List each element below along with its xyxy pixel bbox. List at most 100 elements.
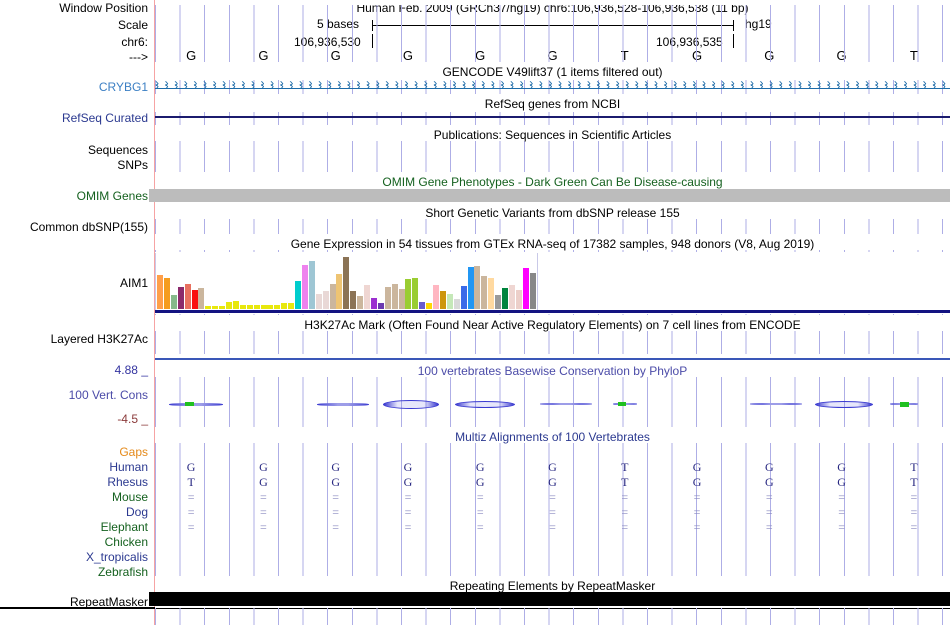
multiz-base-rhesus: T bbox=[187, 475, 195, 489]
gtex-bar[interactable] bbox=[495, 294, 502, 309]
gtex-bar[interactable] bbox=[433, 284, 440, 309]
grid-mask bbox=[155, 94, 950, 112]
gtex-bar[interactable] bbox=[274, 304, 281, 309]
gtex-bar[interactable] bbox=[219, 305, 226, 309]
multiz-base-human: G bbox=[837, 460, 846, 474]
label-species-elephant: Elephant bbox=[100, 520, 148, 534]
gtex-bar[interactable] bbox=[246, 304, 253, 309]
gtex-bar[interactable] bbox=[253, 304, 260, 309]
multiz-base-human: T bbox=[621, 460, 629, 474]
gtex-bar[interactable] bbox=[419, 302, 426, 309]
label-dbsnp: Common dbSNP(155) bbox=[29, 220, 148, 234]
gtex-baseline bbox=[155, 310, 950, 313]
gtex-bar[interactable] bbox=[163, 278, 170, 309]
gtex-bar[interactable] bbox=[288, 303, 295, 309]
gtex-bar[interactable] bbox=[239, 304, 246, 309]
gtex-bar[interactable] bbox=[453, 299, 460, 309]
title-h3k27ac: H3K27Ac Mark (Often Found Near Active Re… bbox=[304, 318, 801, 332]
gtex-bar[interactable] bbox=[481, 275, 488, 309]
conservation-peak bbox=[169, 402, 223, 406]
gtex-bar[interactable] bbox=[322, 291, 329, 309]
label-species-x_tropicalis: X_tropicalis bbox=[85, 550, 148, 564]
gtex-bar[interactable] bbox=[529, 272, 536, 309]
gtex-bar[interactable] bbox=[391, 283, 398, 309]
multiz-gap-mark: = bbox=[549, 520, 556, 534]
gtex-bar[interactable] bbox=[177, 286, 184, 309]
title-conservation: 100 vertebrates Basewise Conservation by… bbox=[417, 364, 688, 378]
gtex-bar[interactable] bbox=[426, 303, 433, 309]
conservation-peak-lens bbox=[383, 399, 439, 409]
gtex-bar[interactable] bbox=[295, 281, 302, 309]
gtex-bar[interactable] bbox=[488, 278, 495, 309]
gtex-bar[interactable] bbox=[343, 257, 350, 309]
gtex-bar[interactable] bbox=[515, 290, 522, 309]
gtex-bar[interactable] bbox=[170, 294, 177, 309]
multiz-gap-mark: = bbox=[910, 520, 918, 534]
grid-mask bbox=[155, 576, 950, 592]
gtex-bar[interactable] bbox=[467, 266, 474, 309]
gtex-bar[interactable] bbox=[384, 286, 391, 309]
gtex-bar[interactable] bbox=[508, 284, 515, 309]
title-refseq: RefSeq genes from NCBI bbox=[484, 97, 621, 111]
gtex-bar[interactable] bbox=[184, 283, 191, 309]
gtex-bar[interactable] bbox=[308, 261, 315, 309]
label-h3k27ac: Layered H3K27Ac bbox=[50, 332, 148, 346]
gtex-bar[interactable] bbox=[198, 287, 205, 309]
grid-mask bbox=[155, 125, 950, 141]
gene-line bbox=[155, 88, 950, 89]
repeatmasker-block[interactable] bbox=[155, 592, 950, 606]
gtex-bar[interactable] bbox=[398, 289, 405, 309]
gtex-bar[interactable] bbox=[522, 268, 529, 309]
omim-gene-block[interactable] bbox=[155, 189, 950, 202]
gtex-bar[interactable] bbox=[350, 291, 357, 309]
title-dbsnp: Short Genetic Variants from dbSNP releas… bbox=[425, 206, 680, 220]
gtex-bar[interactable] bbox=[474, 265, 481, 309]
gtex-bar[interactable] bbox=[315, 293, 322, 309]
label-strand: ---> bbox=[129, 50, 148, 64]
gtex-bar[interactable] bbox=[267, 304, 274, 309]
gtex-bar[interactable] bbox=[226, 302, 233, 309]
left-guide-line bbox=[154, 0, 155, 625]
gtex-bar[interactable] bbox=[191, 290, 198, 309]
title-gtex: Gene Expression in 54 tissues from GTEx … bbox=[290, 237, 815, 251]
multiz-gap-mark: = bbox=[693, 505, 701, 519]
gene-arrow-row[interactable]: ››››››››››››››››››››››››››››››››››››››››… bbox=[155, 81, 950, 92]
gtex-bar[interactable] bbox=[405, 279, 412, 309]
gtex-bar[interactable] bbox=[157, 274, 164, 309]
gtex-bar[interactable] bbox=[439, 291, 446, 309]
multiz-gap-mark: = bbox=[476, 505, 484, 519]
multiz-gap-mark: = bbox=[765, 490, 773, 504]
gtex-bar[interactable] bbox=[301, 264, 308, 309]
label-species-chicken: Chicken bbox=[104, 535, 148, 549]
gtex-bar[interactable] bbox=[260, 304, 267, 309]
gtex-bar[interactable] bbox=[281, 303, 288, 309]
gtex-bar[interactable] bbox=[364, 284, 371, 309]
gtex-bar[interactable] bbox=[329, 283, 336, 309]
h3k27ac-baseline bbox=[155, 358, 950, 360]
multiz-gap-mark: = bbox=[765, 505, 773, 519]
label-species-gaps: Gaps bbox=[119, 445, 148, 459]
gtex-bar[interactable] bbox=[460, 285, 467, 309]
gtex-bar[interactable] bbox=[412, 278, 419, 309]
label-gencode: CRYBG1 bbox=[98, 80, 148, 94]
gtex-bar[interactable] bbox=[205, 305, 212, 309]
gtex-bar[interactable] bbox=[232, 301, 239, 309]
conservation-peak-green bbox=[900, 401, 909, 407]
multiz-base-human: G bbox=[764, 460, 774, 474]
gtex-bar[interactable] bbox=[370, 297, 377, 309]
conservation-peak-lens bbox=[455, 400, 515, 408]
track-data-area[interactable]: GENCODE V49lift37 (1 items filtered out)… bbox=[155, 0, 950, 625]
multiz-base-human: G bbox=[403, 460, 413, 474]
conservation-axis-max: 4.88 _ bbox=[114, 363, 148, 377]
gtex-bar[interactable] bbox=[502, 287, 509, 309]
grid-mask bbox=[155, 252, 950, 314]
gtex-bar[interactable] bbox=[336, 273, 343, 309]
multiz-base-rhesus: G bbox=[475, 475, 485, 489]
grid-mask bbox=[155, 203, 950, 219]
gtex-bar[interactable] bbox=[377, 303, 384, 309]
gtex-chart bbox=[155, 253, 538, 311]
gtex-bar[interactable] bbox=[212, 305, 219, 309]
gtex-bar[interactable] bbox=[357, 295, 364, 309]
gtex-bar[interactable] bbox=[446, 293, 453, 309]
multiz-gap-mark: = bbox=[332, 490, 340, 504]
